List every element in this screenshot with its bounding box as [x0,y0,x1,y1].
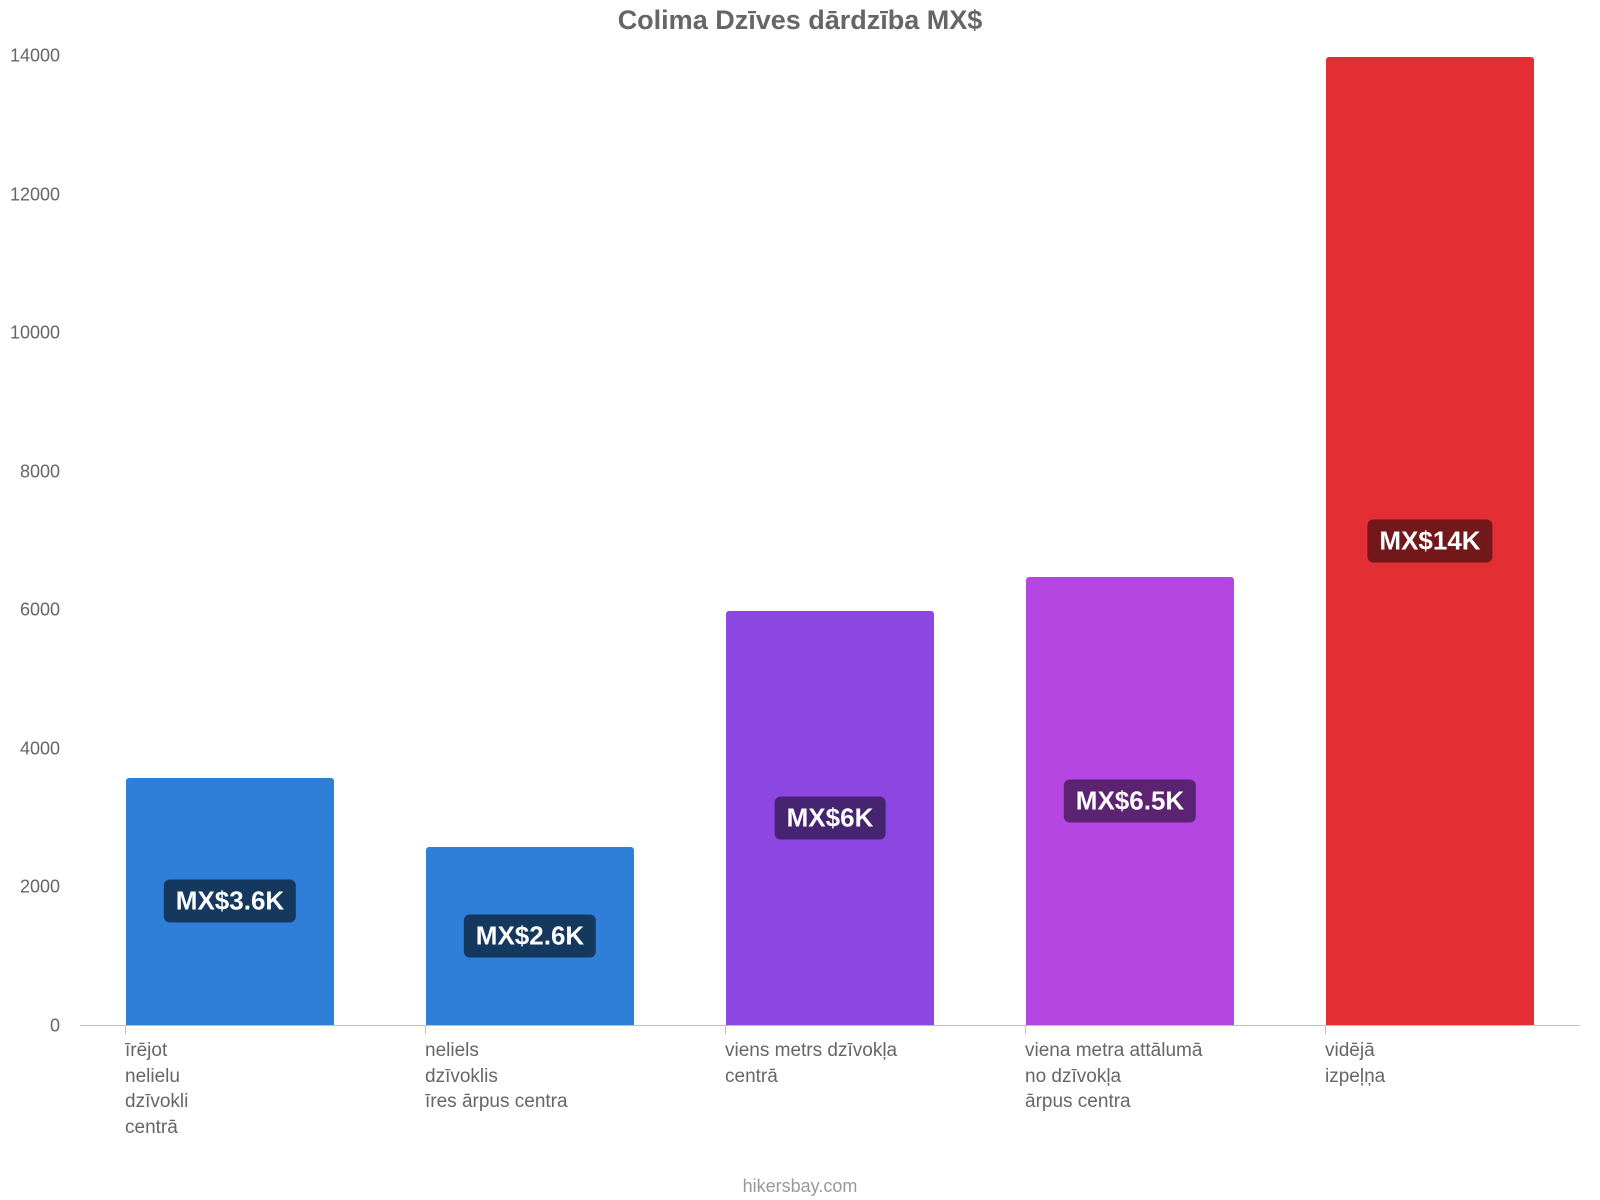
x-axis-category-label-line: ārpus centra [1025,1089,1315,1115]
x-axis-labels: īrējotnelieludzīvoklicentrānelielsdzīvok… [80,1026,1580,1166]
x-tick [1025,1026,1026,1034]
bar-slot: MX$3.6K [80,56,380,1026]
x-tick [125,1026,126,1034]
y-axis: 02000400060008000100001200014000 [10,56,70,1026]
x-axis-category-label-line: centrā [725,1064,1015,1090]
x-axis-category-label-line: neliels [425,1038,715,1064]
bar-slot: MX$14K [1280,56,1580,1026]
y-tick-label: 2000 [0,877,60,898]
x-axis-category-label-line: vidējā [1325,1038,1600,1064]
x-axis-category-label: vidējāizpeļņa [1325,1038,1600,1089]
chart-container: Colima Dzīves dārdzība MX$ 0200040006000… [0,0,1600,1200]
chart-title: Colima Dzīves dārdzība MX$ [0,5,1600,36]
x-tick [1325,1026,1326,1034]
y-tick-label: 6000 [0,600,60,621]
y-tick-label: 4000 [0,738,60,759]
bar-value-badge: MX$2.6K [464,914,596,957]
x-axis-category-label-line: no dzīvokļa [1025,1064,1315,1090]
y-tick-label: 14000 [0,46,60,67]
bar-value-badge: MX$14K [1367,520,1492,563]
y-tick-label: 0 [0,1016,60,1037]
x-axis-category-label-line: dzīvoklis [425,1064,715,1090]
bar-slot: MX$6K [680,56,980,1026]
bar-value-badge: MX$6K [775,797,886,840]
x-tick [725,1026,726,1034]
bar-slot: MX$2.6K [380,56,680,1026]
x-axis-category-label: viena metra attālumāno dzīvokļaārpus cen… [1025,1038,1325,1115]
bar-value-badge: MX$6.5K [1064,779,1196,822]
x-axis-category-label-line: dzīvokli [125,1089,415,1115]
x-axis-category-label-line: izpeļņa [1325,1064,1600,1090]
x-axis-category-label: īrējotnelieludzīvoklicentrā [125,1038,425,1141]
bar-value-badge: MX$3.6K [164,880,296,923]
x-axis-category-label: nelielsdzīvoklisīres ārpus centra [425,1038,725,1115]
y-tick-label: 10000 [0,323,60,344]
x-axis-category-label-line: īrējot [125,1038,415,1064]
x-axis-category-label-line: centrā [125,1115,415,1141]
x-tick [425,1026,426,1034]
attribution-text: hikersbay.com [0,1176,1600,1197]
plot-area: 02000400060008000100001200014000 MX$3.6K… [80,56,1580,1026]
x-axis-category-label: viens metrs dzīvokļacentrā [725,1038,1025,1089]
bars-layer: MX$3.6K MX$2.6K MX$6K MX$6.5K MX$14K [80,56,1580,1026]
x-axis-category-label-line: nelielu [125,1064,415,1090]
y-tick-label: 8000 [0,461,60,482]
x-axis-category-label-line: viena metra attālumā [1025,1038,1315,1064]
bar-slot: MX$6.5K [980,56,1280,1026]
x-axis-category-label-line: viens metrs dzīvokļa [725,1038,1015,1064]
y-tick-label: 12000 [0,184,60,205]
x-axis-category-label-line: īres ārpus centra [425,1089,715,1115]
